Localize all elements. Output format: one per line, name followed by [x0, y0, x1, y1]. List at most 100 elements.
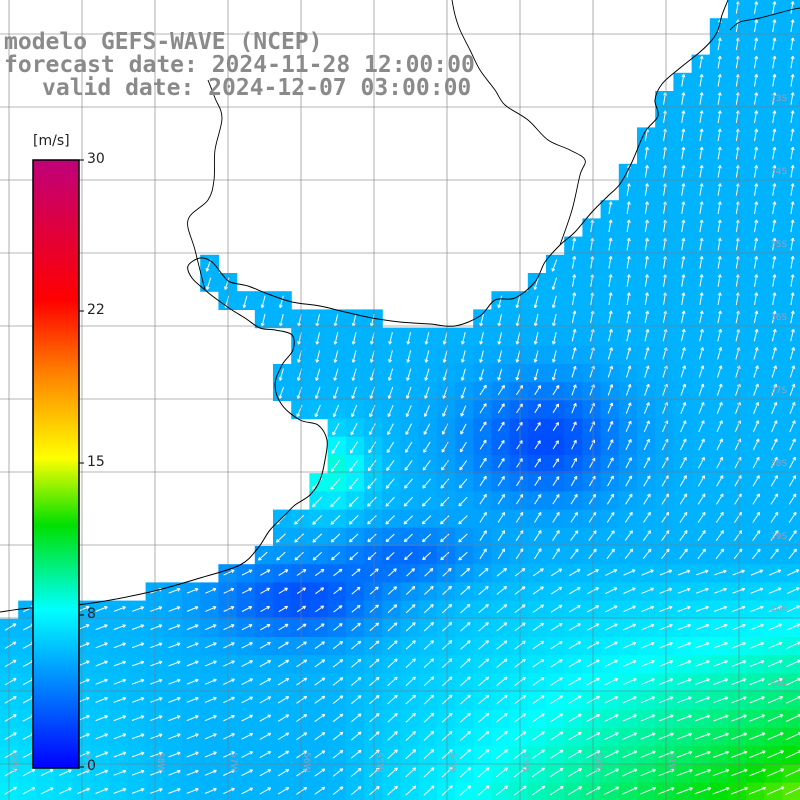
arrow-icon — [695, 678, 710, 685]
arrow-icon — [294, 533, 305, 543]
arrow-icon — [644, 183, 649, 196]
arrow-icon — [223, 624, 235, 631]
arrow-icon — [459, 767, 472, 778]
arrow-icon — [296, 732, 308, 741]
arrow-icon — [479, 548, 487, 560]
arrow-icon — [168, 751, 181, 758]
arrow-icon — [626, 183, 631, 196]
arrow-icon — [421, 496, 432, 507]
arrow-icon — [423, 622, 434, 632]
arrow-icon — [312, 515, 323, 525]
arrow-icon — [314, 677, 326, 686]
arrow-icon — [205, 277, 212, 290]
arrow-icon — [533, 295, 539, 309]
arrow-icon — [204, 751, 217, 758]
arrow-icon — [296, 786, 308, 795]
arrow-icon — [241, 769, 254, 777]
arrow-icon — [681, 128, 686, 142]
arrow-icon — [550, 731, 564, 741]
arrow-icon — [713, 660, 728, 667]
arrow-icon — [22, 787, 36, 795]
arrow-icon — [477, 749, 490, 760]
arrow-icon — [772, 255, 777, 269]
arrow-icon — [786, 605, 800, 613]
arrow-icon — [496, 731, 508, 741]
arrow-icon — [604, 677, 619, 686]
arrow-icon — [150, 788, 163, 794]
arrow-icon — [368, 441, 377, 454]
arrow-icon — [440, 533, 450, 543]
arrow-icon — [571, 384, 577, 396]
arrow-icon — [496, 586, 508, 595]
arrow-icon — [697, 548, 706, 560]
arrow-icon — [150, 606, 163, 612]
arrow-icon — [699, 274, 704, 287]
arrow-icon — [790, 328, 795, 342]
arrow-icon — [697, 493, 706, 505]
arrow-icon — [752, 548, 761, 560]
arrow-icon — [95, 606, 108, 612]
arrow-icon — [772, 146, 777, 160]
arrow-icon — [749, 750, 766, 759]
arrow-icon — [278, 605, 289, 613]
arrow-icon — [625, 402, 632, 414]
arrow-icon — [204, 715, 217, 722]
arrow-icon — [570, 530, 579, 541]
arrow-icon — [405, 785, 417, 796]
arrow-icon — [405, 586, 416, 595]
arrow-icon — [496, 658, 508, 668]
arrow-icon — [699, 255, 704, 269]
arrow-icon — [532, 695, 545, 705]
arrow-icon — [695, 660, 710, 667]
arrow-icon — [479, 350, 484, 363]
arrow-icon — [717, 201, 722, 214]
colorbar-tick-15: 15 — [87, 454, 105, 470]
arrow-icon — [771, 347, 777, 360]
arrow-icon — [205, 624, 217, 631]
arrow-icon — [479, 368, 485, 381]
arrow-icon — [754, 1, 759, 14]
arrow-icon — [767, 696, 784, 704]
arrow-icon — [477, 785, 490, 796]
arrow-icon — [404, 460, 413, 471]
arrow-icon — [772, 201, 777, 214]
arrow-icon — [681, 292, 686, 305]
arrow-icon — [626, 328, 632, 342]
arrow-icon — [772, 55, 777, 69]
arrow-icon — [622, 750, 638, 759]
arrow-icon — [607, 475, 614, 487]
colorbar-tick-30: 30 — [87, 151, 105, 167]
arrow-icon — [95, 642, 108, 649]
arrow-icon — [113, 606, 126, 612]
arrow-icon — [277, 714, 290, 722]
model-title: modelo GEFS-WAVE (NCEP) — [4, 29, 323, 55]
arrow-icon — [278, 368, 284, 381]
arrow-icon — [752, 420, 760, 433]
arrow-icon — [314, 786, 326, 795]
lat-label: 38S — [770, 459, 787, 469]
arrow-icon — [459, 712, 471, 723]
arrow-icon — [131, 624, 145, 630]
arrow-icon — [515, 368, 521, 381]
arrow-icon — [786, 623, 800, 631]
arrow-icon — [626, 237, 631, 251]
arrow-icon — [790, 92, 795, 105]
arrow-icon — [715, 548, 725, 560]
arrow-icon — [550, 695, 564, 705]
arrow-icon — [622, 768, 638, 777]
arrow-icon — [790, 310, 795, 324]
arrow-icon — [387, 604, 398, 614]
arrow-icon — [385, 552, 395, 561]
arrow-icon — [278, 623, 289, 631]
arrow-icon — [22, 769, 36, 777]
arrow-icon — [314, 732, 326, 741]
arrow-icon — [404, 478, 413, 489]
arrow-icon — [95, 696, 108, 703]
arrow-icon — [767, 750, 784, 759]
arrow-icon — [388, 332, 393, 345]
arrow-icon — [643, 402, 650, 414]
arrow-icon — [532, 677, 545, 686]
arrow-icon — [259, 660, 272, 667]
arrow-icon — [296, 750, 308, 759]
